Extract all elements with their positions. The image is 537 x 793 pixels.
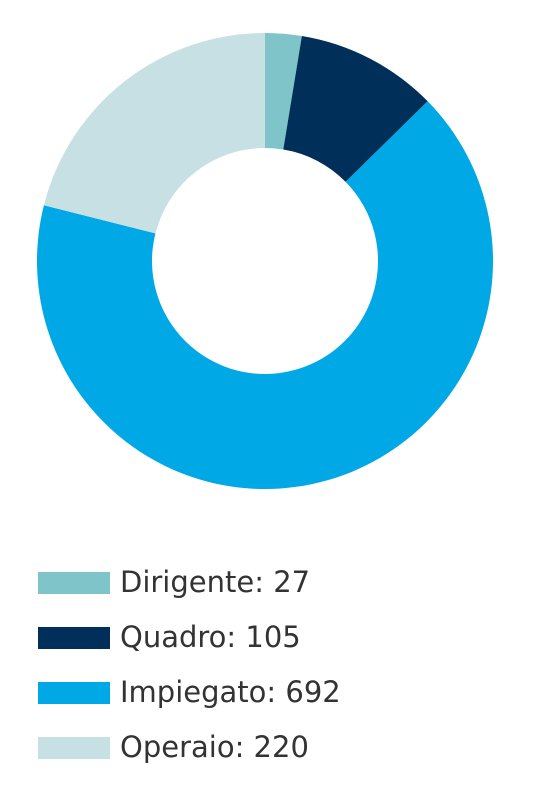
donut-slice (283, 36, 428, 182)
legend-swatch (38, 682, 110, 704)
donut-slice (43, 33, 265, 234)
legend-label: Operaio: 220 (120, 730, 309, 764)
legend-label: Quadro: 105 (120, 620, 301, 654)
donut-slice (36, 101, 493, 490)
legend-swatch (38, 737, 110, 759)
legend-label: Impiegato: 692 (120, 675, 341, 709)
donut-slice (265, 33, 302, 150)
legend-label: Dirigente: 27 (120, 565, 310, 599)
legend-swatch (38, 627, 110, 649)
legend-swatch (38, 572, 110, 594)
